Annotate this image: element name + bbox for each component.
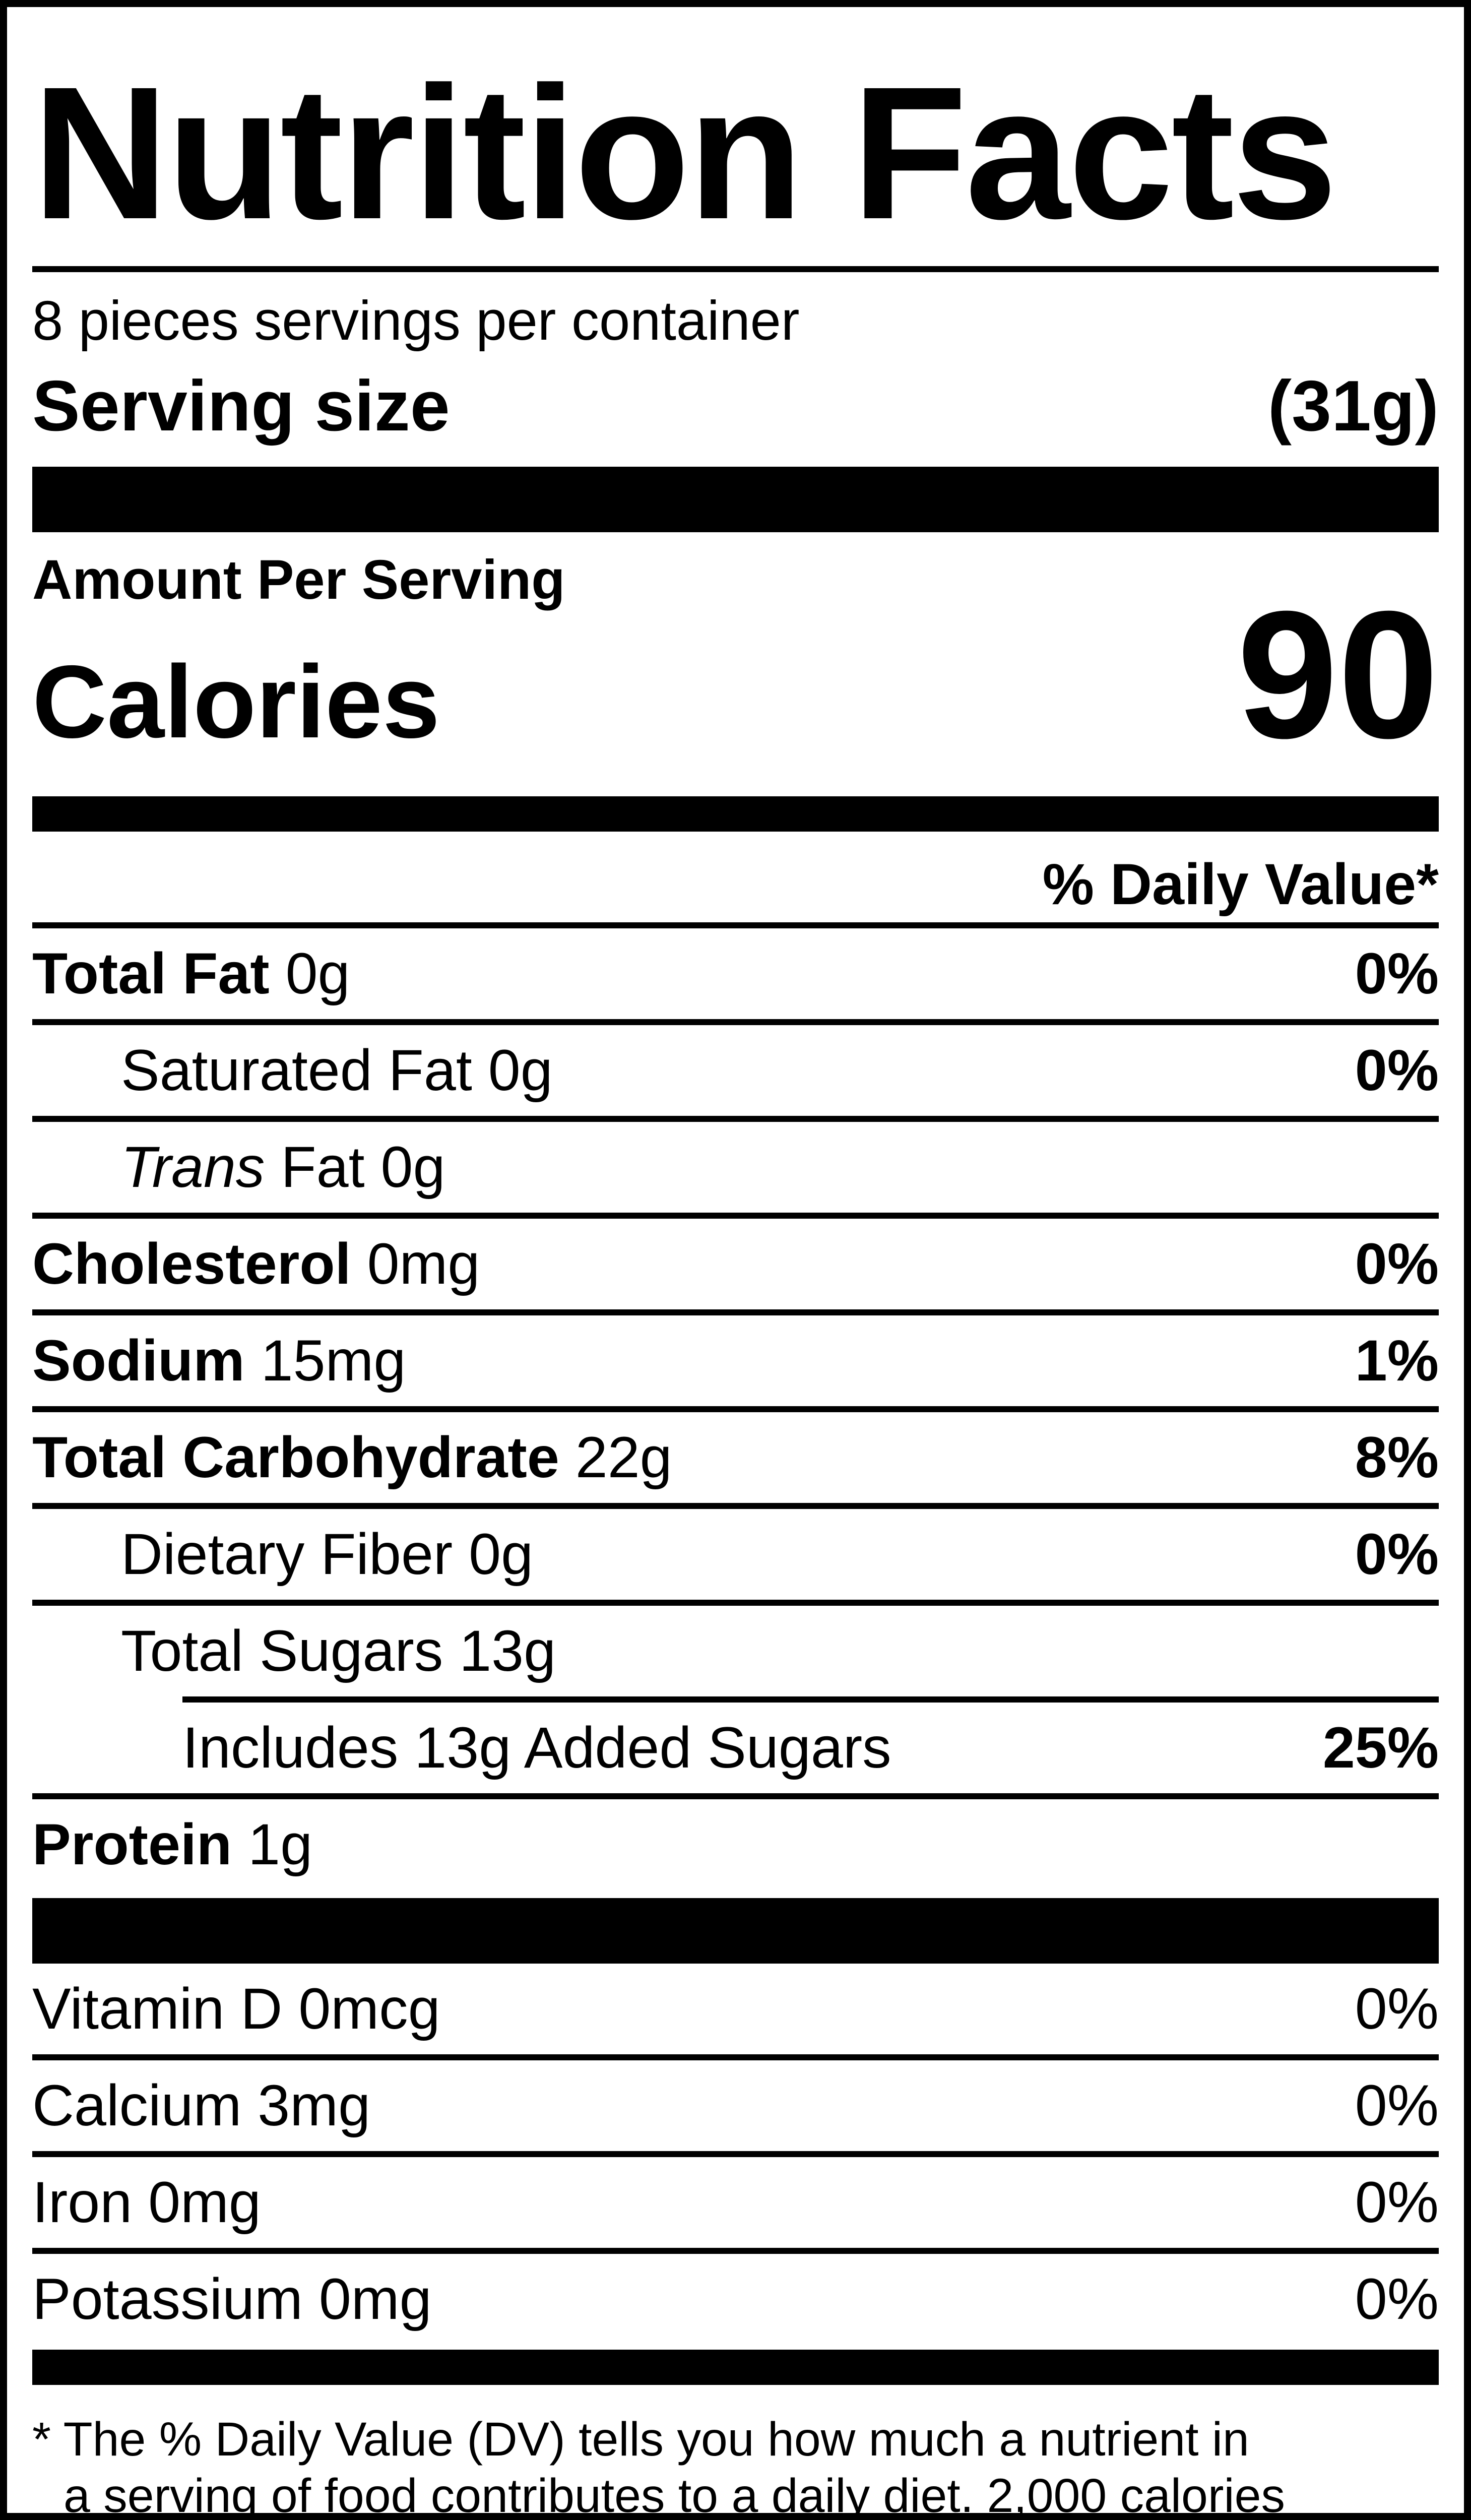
nutrient-row: Sodium 15mg 1% — [32, 1315, 1439, 1412]
daily-value-percent: 0% — [1355, 1522, 1439, 1587]
daily-value-percent: 0% — [1355, 2073, 1439, 2138]
section-bar-vitamins — [32, 2350, 1439, 2385]
nutrient-label: Total Sugars 13g — [121, 1619, 556, 1683]
serving-size-value: (31g) — [1267, 366, 1439, 446]
calories-value: 90 — [1237, 574, 1439, 776]
daily-value-percent: 25% — [1322, 1716, 1439, 1780]
nutrient-row: Calcium 3mg 0% — [32, 2060, 1439, 2157]
nutrient-label: Vitamin D 0mcg — [32, 1977, 440, 2041]
footnote-line: * The % Daily Value (DV) tells you how m… — [32, 2413, 1249, 2466]
nutrient-row: Total Sugars 13g — [32, 1606, 1439, 1696]
nutrient-row: Vitamin D 0mcg 0% — [32, 1964, 1439, 2060]
servings-per-container: 8 pieces servings per container — [32, 290, 800, 352]
nutrient-label: Iron 0mg — [32, 2170, 261, 2235]
nutrient-row: Includes 13g Added Sugars 25% — [32, 1703, 1439, 1799]
footnote-line: a serving of food contributes to a daily… — [63, 2469, 1285, 2520]
nutrient-row: Cholesterol 0mg 0% — [32, 1219, 1439, 1315]
label-title: Nutrition Facts — [32, 48, 1337, 259]
serving-size-label: Serving size — [32, 366, 450, 446]
nutrient-row: Potassium 0mg 0% — [32, 2254, 1439, 2345]
daily-value-percent: 0% — [1355, 1038, 1439, 1103]
nutrient-rows: Total Fat 0g 0% Saturated Fat 0g 0% Trans Fa… — [32, 928, 1439, 1890]
nutrient-label: Protein 1g — [32, 1812, 313, 1877]
daily-value-percent: 1% — [1355, 1329, 1439, 1393]
nutrient-row: Total Carbohydrate 22g 8% — [32, 1412, 1439, 1509]
nutrient-label: Calcium 3mg — [32, 2073, 371, 2138]
nutrient-label: Sodium 15mg — [32, 1329, 406, 1393]
nutrient-row: Saturated Fat 0g 0% — [32, 1025, 1439, 1122]
calories-label: Calories — [32, 644, 440, 760]
nutrient-row: Protein 1g — [32, 1799, 1439, 1890]
nutrient-label: Total Carbohydrate 22g — [32, 1425, 672, 1490]
daily-value-footnote: * The % Daily Value (DV) tells you how m… — [32, 2411, 1439, 2520]
nutrient-label: Saturated Fat 0g — [121, 1038, 553, 1103]
vitamin-rows: Vitamin D 0mcg 0% Calcium 3mg 0% Iron 0mg 0% P… — [32, 1964, 1439, 2345]
title-divider — [32, 266, 1439, 272]
section-bar-protein — [32, 1898, 1439, 1964]
nutrient-row: Dietary Fiber 0g 0% — [32, 1509, 1439, 1606]
nutrient-row: Iron 0mg 0% — [32, 2157, 1439, 2254]
partial-row-divider — [182, 1696, 1439, 1703]
nutrient-label: Total Fat 0g — [32, 941, 350, 1006]
section-bar-serving — [32, 467, 1439, 532]
daily-value-percent: 0% — [1355, 941, 1439, 1006]
daily-value-percent: 0% — [1355, 2267, 1439, 2332]
daily-value-percent: 8% — [1355, 1425, 1439, 1490]
nutrient-row: Trans Fat 0g — [32, 1122, 1439, 1219]
amount-per-serving-label: Amount Per Serving — [32, 549, 565, 611]
daily-value-percent: 0% — [1355, 1977, 1439, 2041]
daily-value-header: % Daily Value* — [32, 847, 1439, 928]
daily-value-percent: 0% — [1355, 2170, 1439, 2235]
section-bar-calories — [32, 796, 1439, 832]
serving-size-row: Serving size (31g) — [32, 366, 1439, 447]
calories-row: Calories 90 — [32, 574, 1439, 785]
daily-value-percent: 0% — [1355, 1232, 1439, 1296]
nutrient-label: Cholesterol 0mg — [32, 1232, 480, 1296]
nutrient-label: Potassium 0mg — [32, 2267, 432, 2332]
nutrient-label: Includes 13g Added Sugars — [182, 1716, 891, 1780]
nutrient-label: Trans Fat 0g — [121, 1135, 445, 1200]
nutrient-row: Total Fat 0g 0% — [32, 928, 1439, 1025]
nutrient-label: Dietary Fiber 0g — [121, 1522, 534, 1587]
